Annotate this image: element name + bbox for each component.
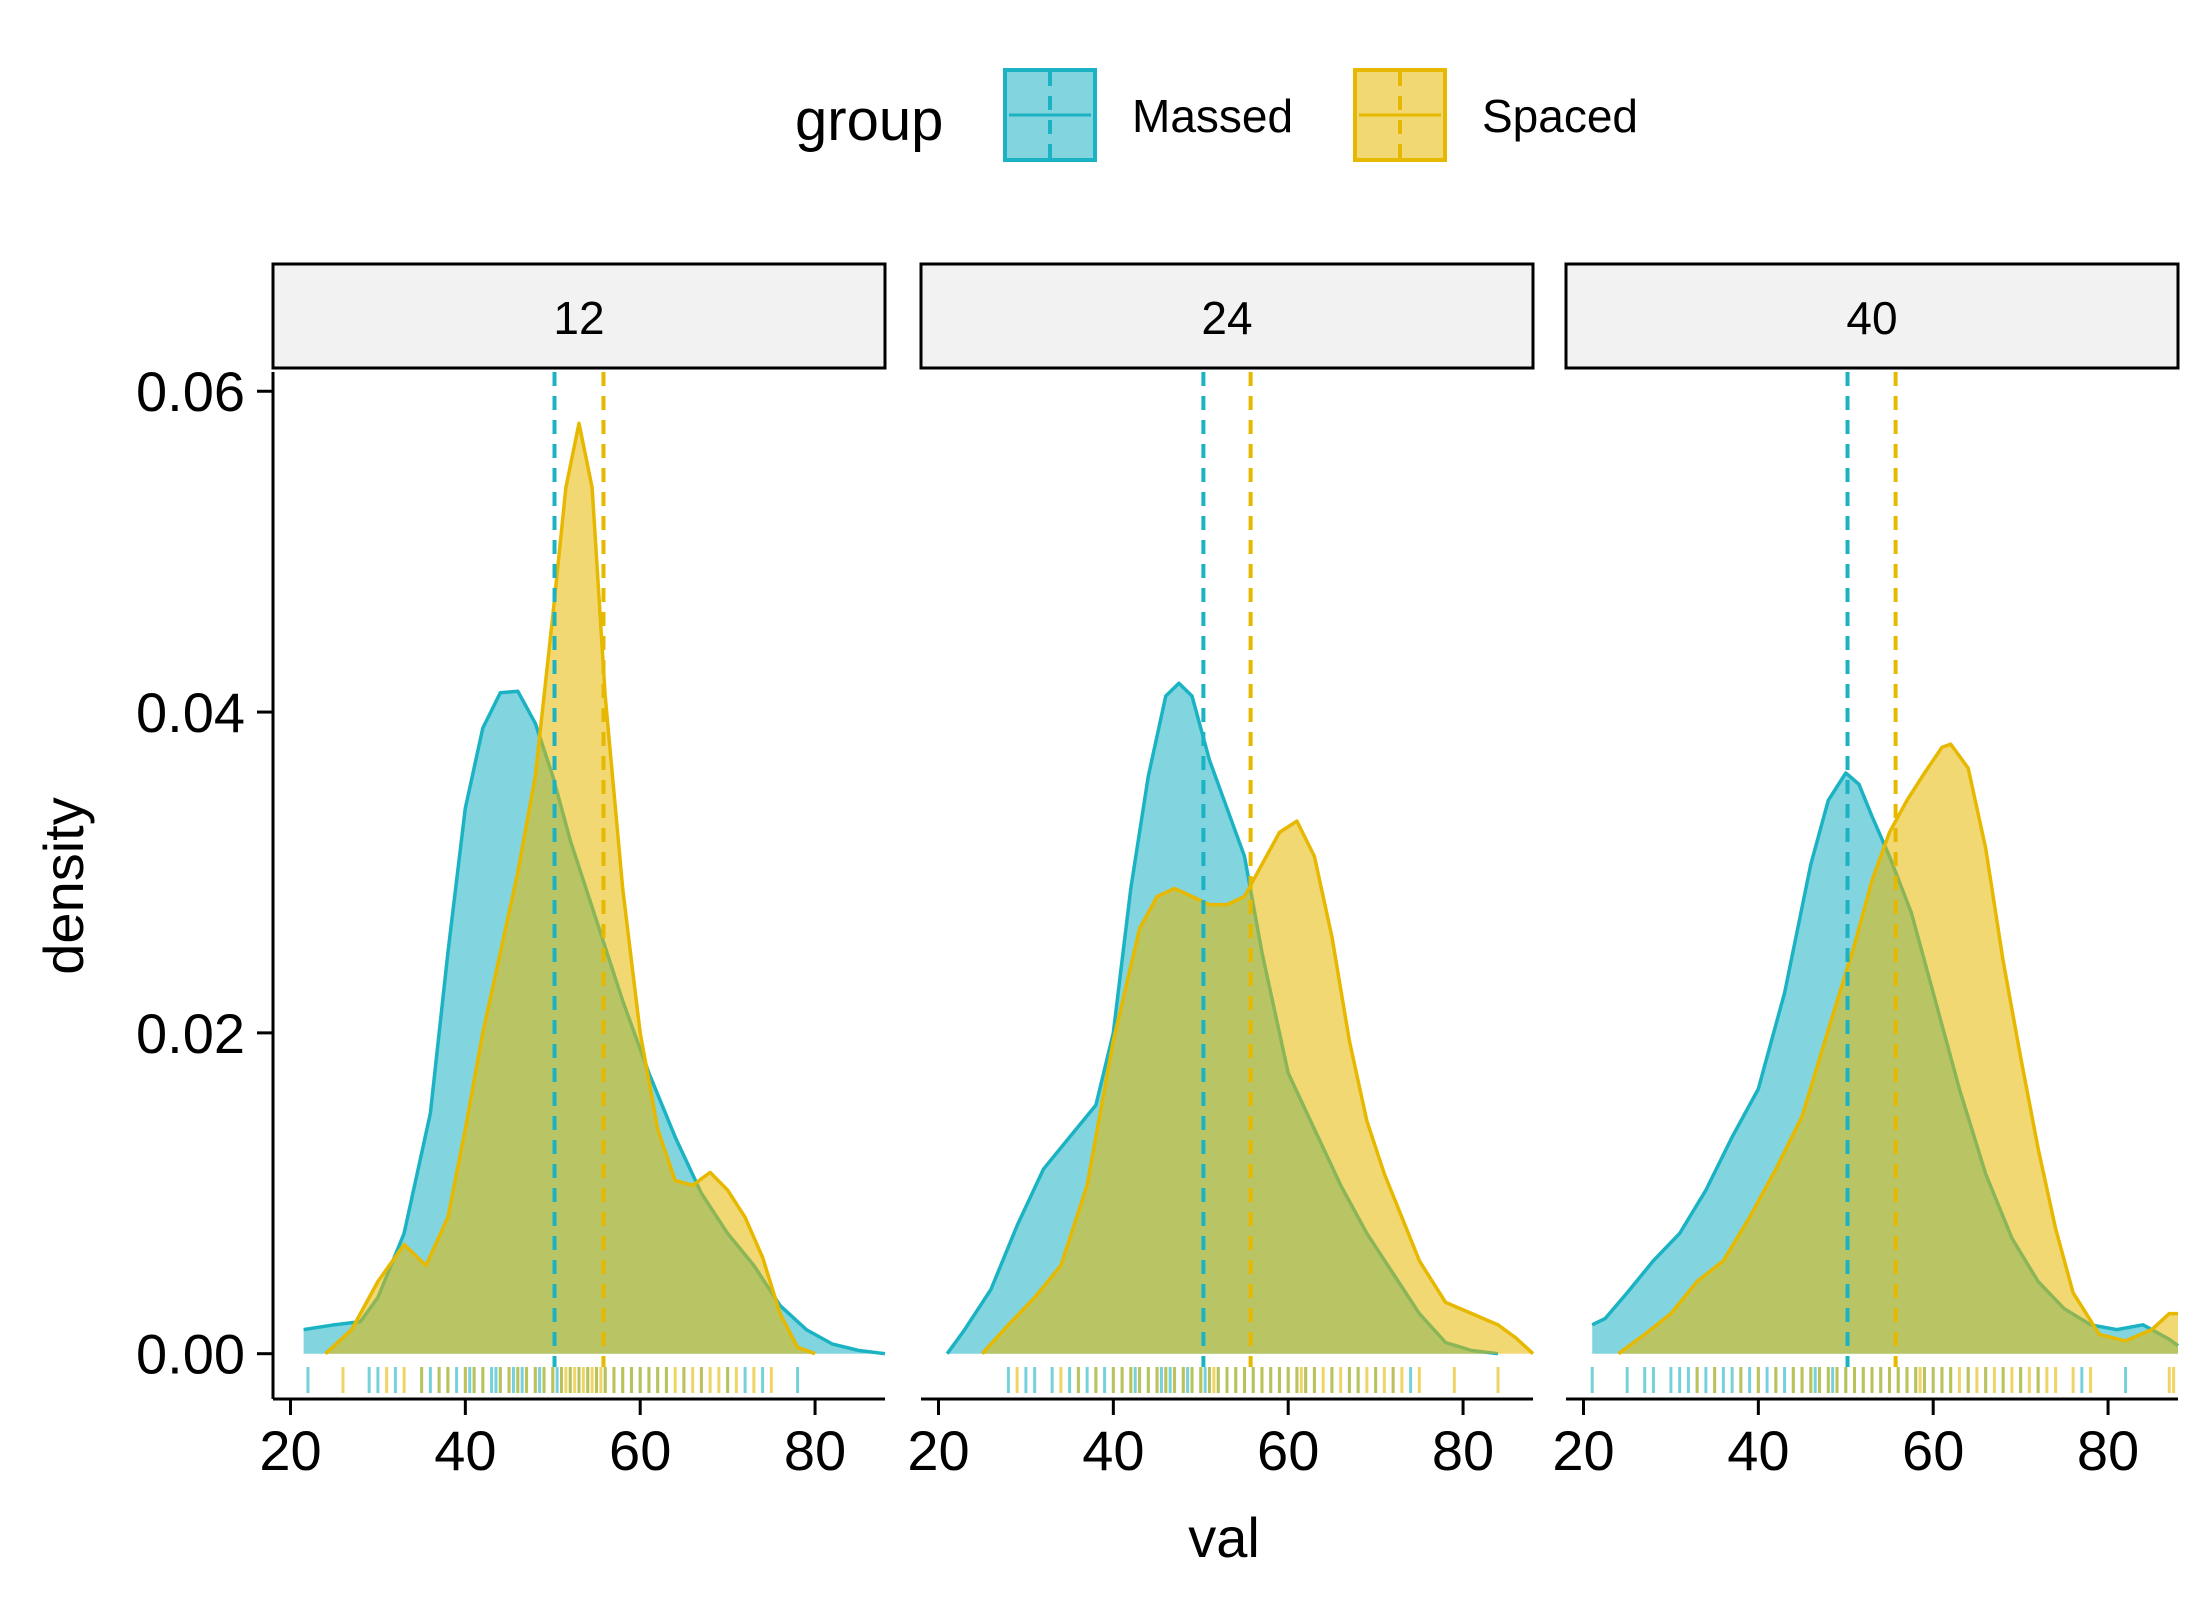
facet-strip bbox=[919, 262, 1535, 370]
x-tick-label: 60 bbox=[609, 1419, 671, 1482]
y-axis-title: density bbox=[32, 797, 95, 974]
legend-label: Spaced bbox=[1482, 90, 1638, 142]
x-tick-label: 80 bbox=[2077, 1419, 2139, 1482]
facet-strip-label: 40 bbox=[1846, 292, 1897, 344]
x-tick-label: 60 bbox=[1902, 1419, 1964, 1482]
x-tick-label: 20 bbox=[1552, 1419, 1614, 1482]
facet-strip bbox=[1564, 262, 2180, 370]
facet-strip-label: 12 bbox=[553, 292, 604, 344]
x-tick-label: 20 bbox=[259, 1419, 321, 1482]
legend-item-massed: Massed bbox=[1003, 68, 1293, 162]
x-tick-label: 40 bbox=[1082, 1419, 1144, 1482]
facet-panel-24: 24 20 40 60 80 bbox=[907, 262, 1535, 1482]
y-axis: 0.00 0.02 0.04 0.06 bbox=[136, 360, 275, 1399]
facet-panel-40: 40 20 40 60 80 bbox=[1552, 262, 2180, 1482]
x-tick-label: 60 bbox=[1257, 1419, 1319, 1482]
y-tick-label: 0.00 bbox=[136, 1323, 245, 1386]
legend-entries: Massed Spaced bbox=[1003, 68, 1638, 162]
x-tick-label: 40 bbox=[1727, 1419, 1789, 1482]
legend-title: group bbox=[795, 88, 943, 153]
y-tick-label: 0.04 bbox=[136, 681, 245, 744]
density-area-spaced bbox=[325, 423, 816, 1354]
facet-strip-label: 24 bbox=[1201, 292, 1252, 344]
x-tick-label: 40 bbox=[434, 1419, 496, 1482]
x-tick-label: 20 bbox=[907, 1419, 969, 1482]
y-tick-label: 0.06 bbox=[136, 360, 245, 423]
density-area-spaced bbox=[982, 821, 1533, 1354]
legend-item-spaced: Spaced bbox=[1353, 68, 1638, 162]
x-tick-label: 80 bbox=[784, 1419, 846, 1482]
facet-panels: 12 20 40 60 80 24 20 40 60 80 40 20 40 60 80 bbox=[259, 262, 2180, 1482]
y-tick-label: 0.02 bbox=[136, 1002, 245, 1065]
legend: group Massed Spaced bbox=[795, 68, 1638, 162]
legend-label: Massed bbox=[1132, 90, 1293, 142]
density-line-spaced bbox=[324, 421, 816, 1356]
facet-strip bbox=[271, 262, 887, 370]
density-line-spaced bbox=[1617, 742, 2178, 1356]
x-tick-label: 80 bbox=[1432, 1419, 1494, 1482]
density-line-spaced bbox=[980, 819, 1535, 1355]
x-axis-title: val bbox=[1188, 1506, 1260, 1569]
facet-panel-12: 12 20 40 60 80 bbox=[259, 262, 887, 1482]
